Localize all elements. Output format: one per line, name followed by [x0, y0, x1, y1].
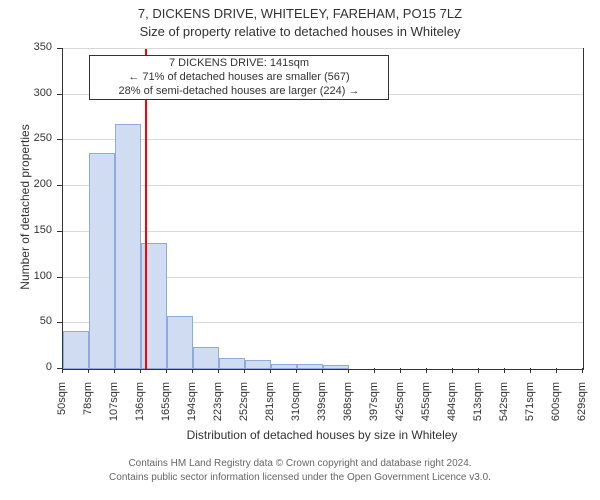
y-tick-mark	[57, 277, 62, 278]
y-tick-label: 0	[0, 361, 52, 373]
x-tick-mark	[530, 368, 531, 373]
histogram-bar	[193, 347, 219, 369]
histogram-bar	[219, 358, 245, 369]
histogram-bar	[297, 364, 323, 369]
x-tick-mark	[452, 368, 453, 373]
x-tick-mark	[556, 368, 557, 373]
gridline	[63, 231, 583, 232]
x-tick-mark	[374, 368, 375, 373]
y-tick-label: 350	[0, 41, 52, 53]
x-tick-mark	[478, 368, 479, 373]
y-tick-mark	[57, 48, 62, 49]
y-tick-mark	[57, 185, 62, 186]
histogram-bar	[89, 153, 115, 369]
x-tick-mark	[504, 368, 505, 373]
y-tick-mark	[57, 94, 62, 95]
histogram-bar	[245, 360, 271, 369]
y-tick-label: 300	[0, 87, 52, 99]
x-axis-title: Distribution of detached houses by size …	[62, 428, 582, 442]
footer-line-1: Contains HM Land Registry data © Crown c…	[0, 458, 600, 469]
gridline	[63, 139, 583, 140]
histogram-bar	[271, 364, 297, 369]
gridline	[63, 185, 583, 186]
page-title-line1: 7, DICKENS DRIVE, WHITELEY, FAREHAM, PO1…	[0, 6, 600, 21]
y-tick-mark	[57, 139, 62, 140]
page-title-line2: Size of property relative to detached ho…	[0, 24, 600, 39]
annotation-box: 7 DICKENS DRIVE: 141sqm ← 71% of detache…	[89, 55, 389, 100]
x-tick-mark	[426, 368, 427, 373]
x-tick-mark	[582, 368, 583, 373]
gridline	[63, 48, 583, 49]
histogram-bar	[63, 331, 89, 369]
histogram-bar	[167, 316, 193, 369]
annotation-line-2: ← 71% of detached houses are smaller (56…	[94, 71, 384, 85]
x-tick-mark	[400, 368, 401, 373]
annotation-line-3: 28% of semi-detached houses are larger (…	[94, 85, 384, 99]
chart-plot-area: 7 DICKENS DRIVE: 141sqm ← 71% of detache…	[62, 48, 584, 370]
annotation-line-1: 7 DICKENS DRIVE: 141sqm	[94, 57, 384, 71]
y-axis-title: Number of detached properties	[18, 107, 32, 307]
y-tick-label: 50	[0, 315, 52, 327]
y-tick-mark	[57, 231, 62, 232]
footer-line-2: Contains public sector information licen…	[0, 472, 600, 483]
histogram-bar	[323, 365, 349, 369]
y-tick-mark	[57, 322, 62, 323]
histogram-bar	[115, 124, 141, 369]
